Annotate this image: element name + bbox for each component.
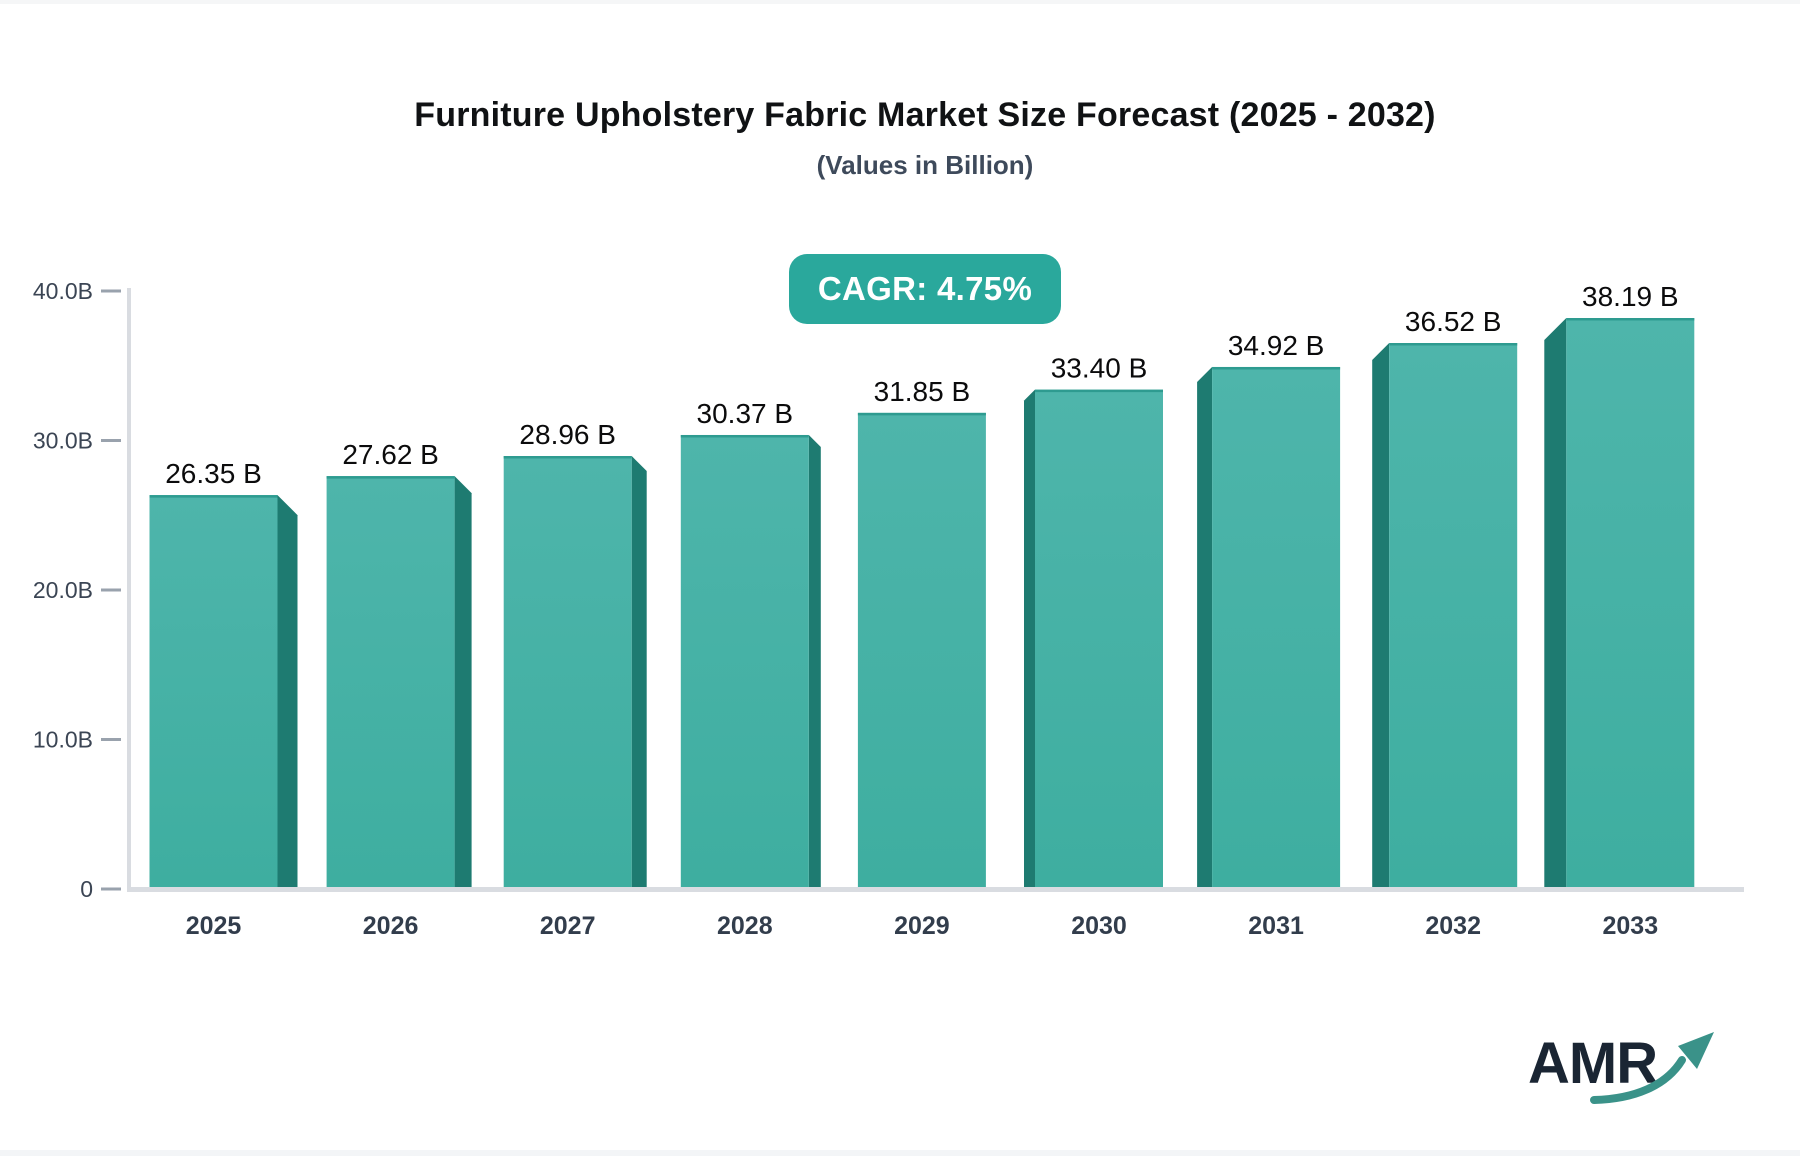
y-tick-mark — [101, 289, 121, 293]
bar-2028 — [680, 434, 809, 889]
bar-value-label-2029: 31.85 B — [874, 376, 971, 407]
amr-logo: AMR — [1528, 1030, 1738, 1130]
bar-side-2026 — [454, 476, 472, 889]
bottom-edge-strip — [0, 1150, 1800, 1156]
bar-value-label-2028: 30.37 B — [697, 398, 794, 429]
chart-title: Furniture Upholstery Fabric Market Size … — [414, 96, 1436, 134]
y-tick-mark — [101, 439, 121, 442]
bar-value-label-2027: 28.96 B — [519, 419, 616, 450]
bar-side-2028 — [808, 434, 821, 889]
bar-value-label-2032: 36.52 B — [1405, 306, 1502, 337]
growth-arrow-icon — [1590, 1032, 1714, 1104]
y-tick-label: 40.0B — [33, 278, 93, 304]
bar-2027 — [503, 456, 632, 889]
bar-value-label-2033: 38.19 B — [1582, 281, 1679, 312]
bar-value-label-2026: 27.62 B — [342, 439, 439, 470]
bar-side-2025 — [277, 495, 298, 889]
top-edge-strip — [0, 0, 1800, 4]
x-tick-label-2029: 2029 — [894, 912, 950, 940]
bar-2029 — [857, 412, 986, 889]
y-tick-label: 30.0B — [33, 428, 93, 454]
bar-side-2033 — [1544, 318, 1567, 889]
bar-side-2030 — [1024, 389, 1035, 889]
amr-logo-text: AMR — [1528, 1031, 1658, 1096]
bar-value-label-2025: 26.35 B — [165, 458, 262, 489]
x-tick-label-2031: 2031 — [1248, 912, 1304, 940]
y-tick-mark — [101, 738, 121, 741]
bar-side-2031 — [1197, 366, 1213, 889]
bar-2025 — [149, 495, 278, 889]
bar-2032 — [1389, 343, 1518, 889]
y-tick-label: 0 — [80, 876, 93, 902]
x-tick-label-2027: 2027 — [540, 912, 596, 940]
chart-subtitle: (Values in Billion) — [816, 150, 1034, 180]
bar-value-label-2031: 34.92 B — [1228, 330, 1325, 361]
y-tick-label: 20.0B — [33, 577, 93, 603]
y-tick-label: 10.0B — [33, 727, 93, 753]
bar-2031 — [1212, 366, 1341, 889]
y-tick-mark — [101, 887, 121, 891]
y-tick-mark — [101, 588, 121, 592]
cagr-badge: CAGR: 4.75% — [789, 254, 1061, 324]
bar-value-label-2030: 33.40 B — [1051, 353, 1148, 384]
x-axis-line — [127, 887, 1744, 892]
bar-side-2032 — [1372, 343, 1390, 889]
y-axis-line — [127, 288, 131, 891]
bar-2026 — [326, 476, 455, 889]
x-tick-label-2025: 2025 — [186, 912, 242, 940]
x-tick-label-2033: 2033 — [1602, 912, 1658, 940]
bar-2033 — [1566, 318, 1695, 889]
x-tick-label-2032: 2032 — [1425, 912, 1481, 940]
x-tick-label-2026: 2026 — [363, 912, 419, 940]
bar-side-2027 — [631, 456, 647, 889]
bar-2030 — [1035, 389, 1163, 889]
x-tick-label-2030: 2030 — [1071, 912, 1127, 940]
x-tick-label-2028: 2028 — [717, 912, 773, 940]
